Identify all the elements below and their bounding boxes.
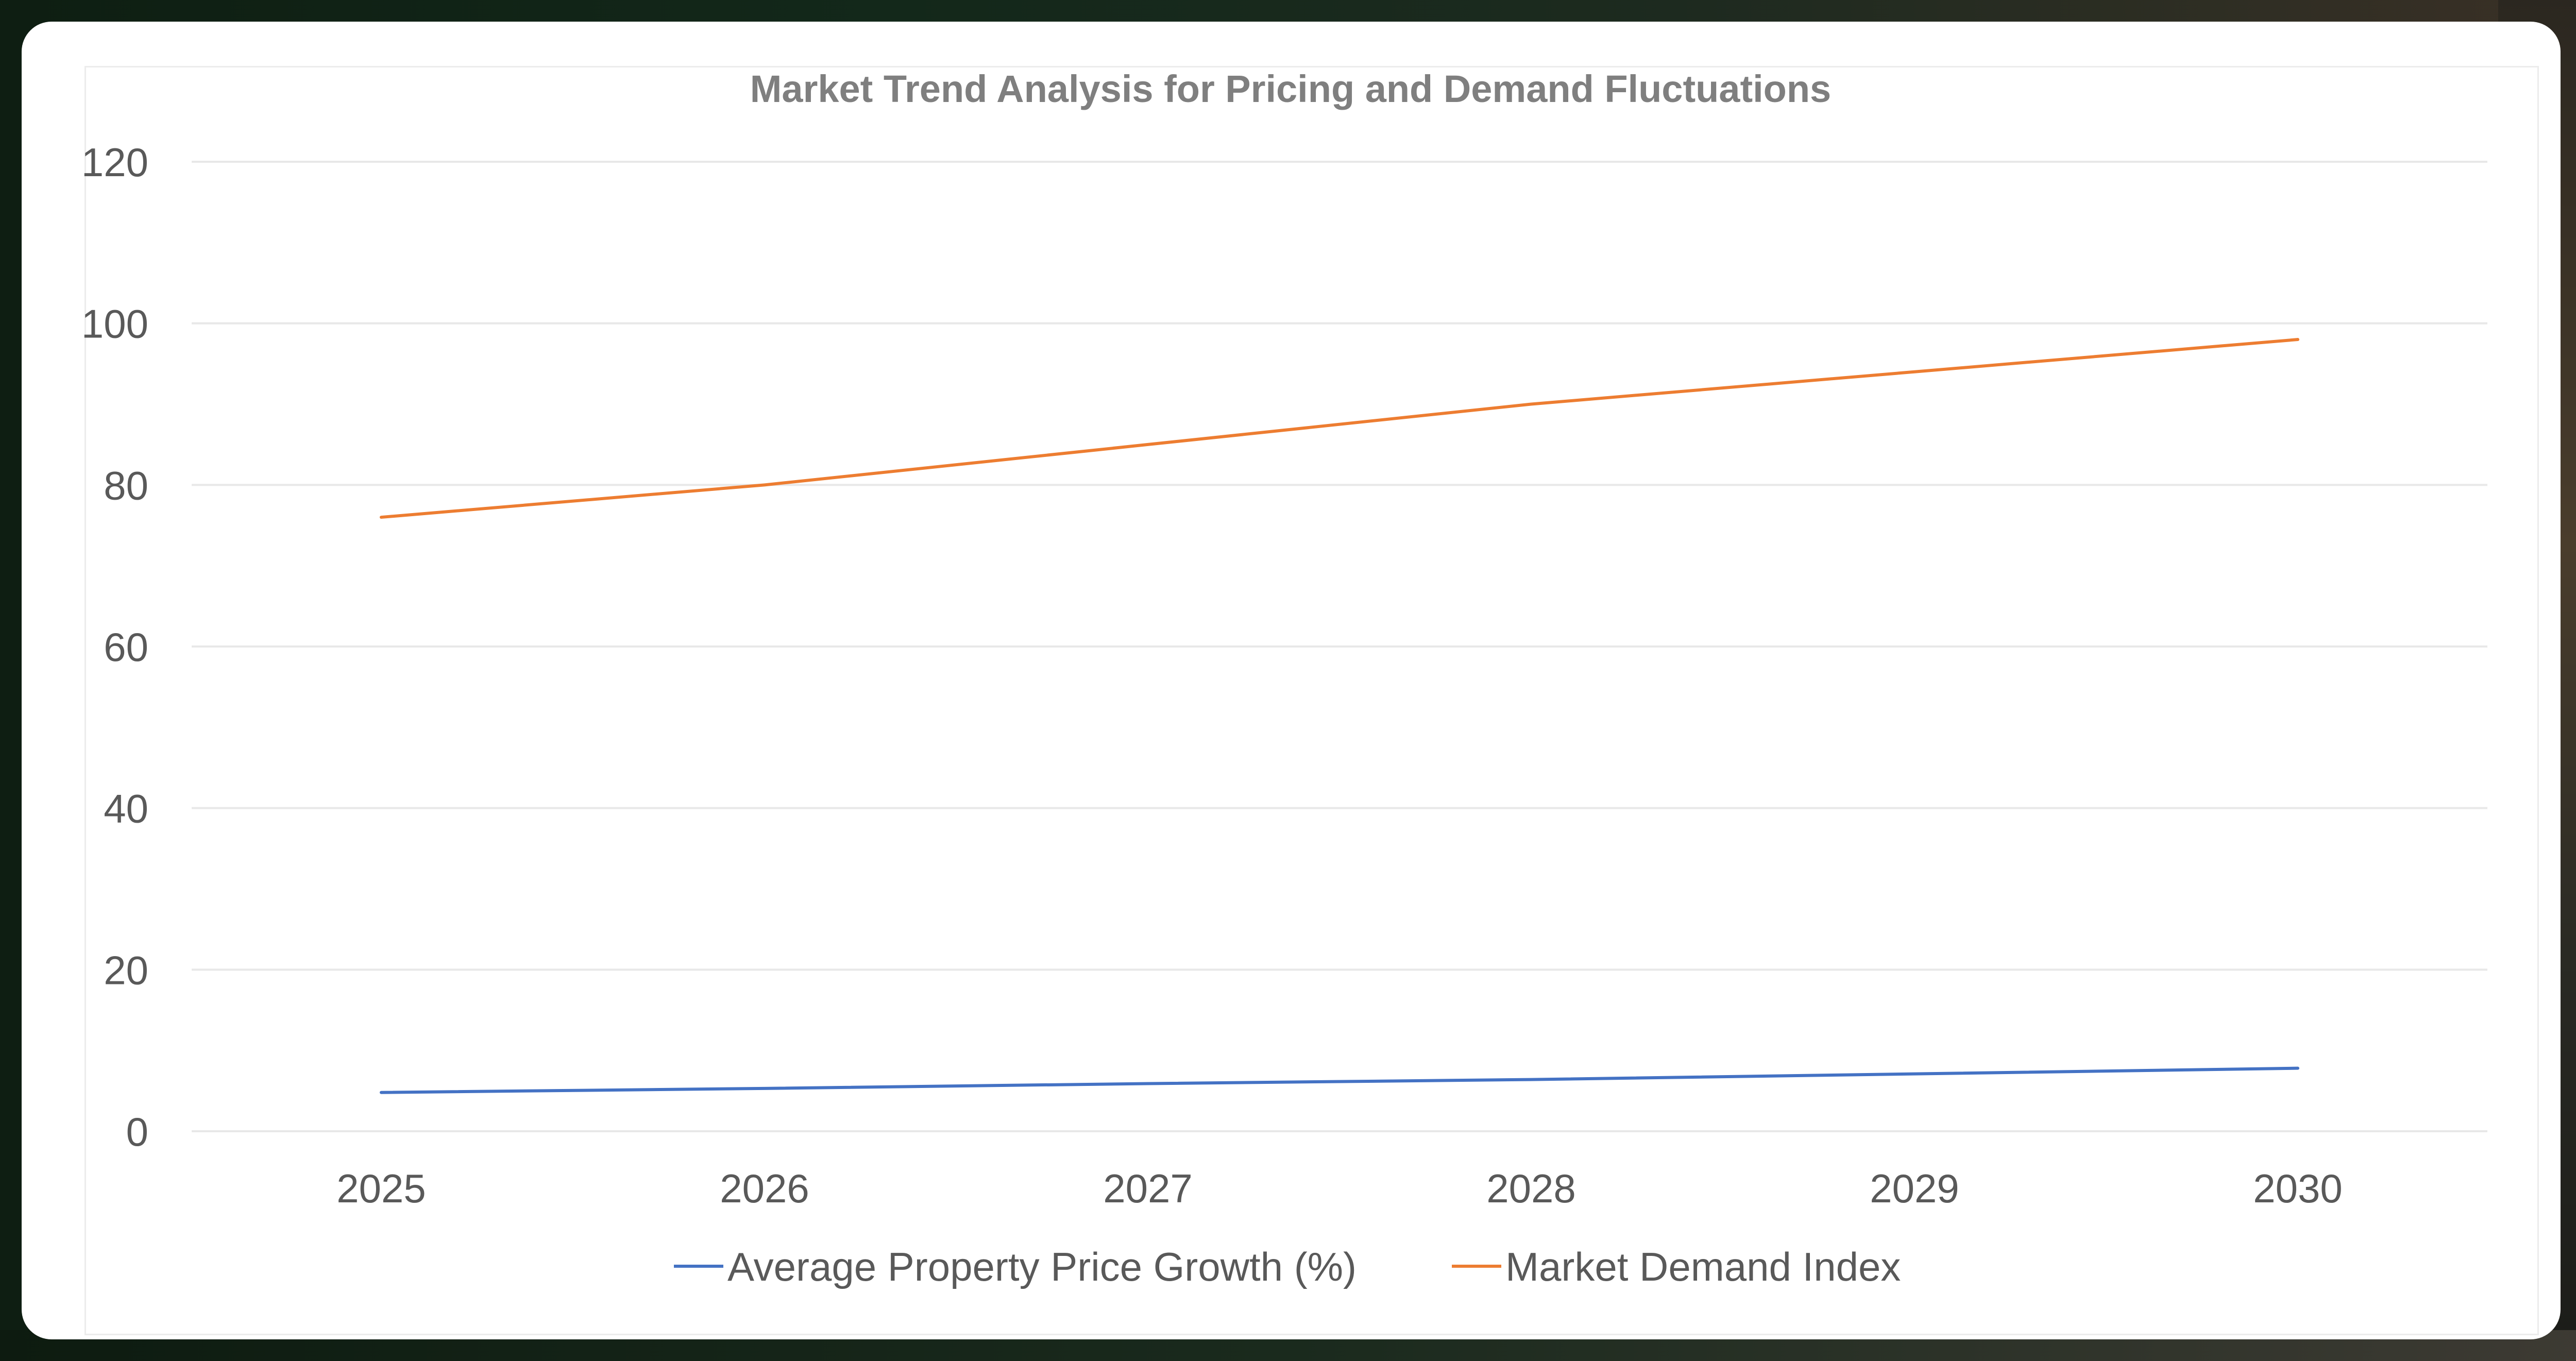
x-tick-label: 2030 <box>2253 1166 2343 1211</box>
data-point <box>2296 1067 2299 1070</box>
chart-card <box>22 22 2561 1339</box>
data-point <box>380 516 383 519</box>
data-point <box>1146 1082 1149 1085</box>
x-tick-label: 2025 <box>336 1166 426 1211</box>
legend-label: Market Demand Index <box>1505 1244 1901 1289</box>
x-tick-label: 2028 <box>1486 1166 1576 1211</box>
data-point <box>1913 1073 1916 1076</box>
chart-frame <box>84 66 2539 1335</box>
series-lines <box>380 338 2299 1094</box>
data-point <box>1146 443 1149 446</box>
y-tick-label: 120 <box>81 140 148 185</box>
data-point <box>380 1091 383 1094</box>
x-tick-label: 2027 <box>1103 1166 1193 1211</box>
y-tick-label: 40 <box>104 786 148 831</box>
data-point <box>763 1087 766 1090</box>
x-axis: 2025 2026 2027 2028 2029 2030 <box>336 1166 2343 1211</box>
chart-title: Market Trend Analysis for Pricing and De… <box>750 67 1831 110</box>
x-tick-label: 2026 <box>720 1166 809 1211</box>
y-tick-label: 100 <box>81 301 148 347</box>
x-tick-label: 2029 <box>1870 1166 1959 1211</box>
y-tick-label: 20 <box>104 947 148 993</box>
legend: Average Property Price Growth (%) Market … <box>674 1244 1901 1289</box>
data-point <box>763 483 766 486</box>
data-point <box>2296 338 2299 341</box>
y-axis: 0 20 40 60 80 100 120 <box>81 140 148 1154</box>
series-line-0 <box>380 1066 2299 1094</box>
y-tick-label: 0 <box>126 1109 148 1154</box>
series-line-1 <box>380 338 2299 519</box>
legend-label: Average Property Price Growth (%) <box>727 1244 1357 1289</box>
data-point <box>1530 1078 1533 1081</box>
gridlines <box>192 161 2487 1132</box>
y-tick-label: 60 <box>104 624 148 670</box>
y-tick-label: 80 <box>104 463 148 508</box>
data-point <box>1913 370 1916 373</box>
data-point <box>1530 403 1533 406</box>
